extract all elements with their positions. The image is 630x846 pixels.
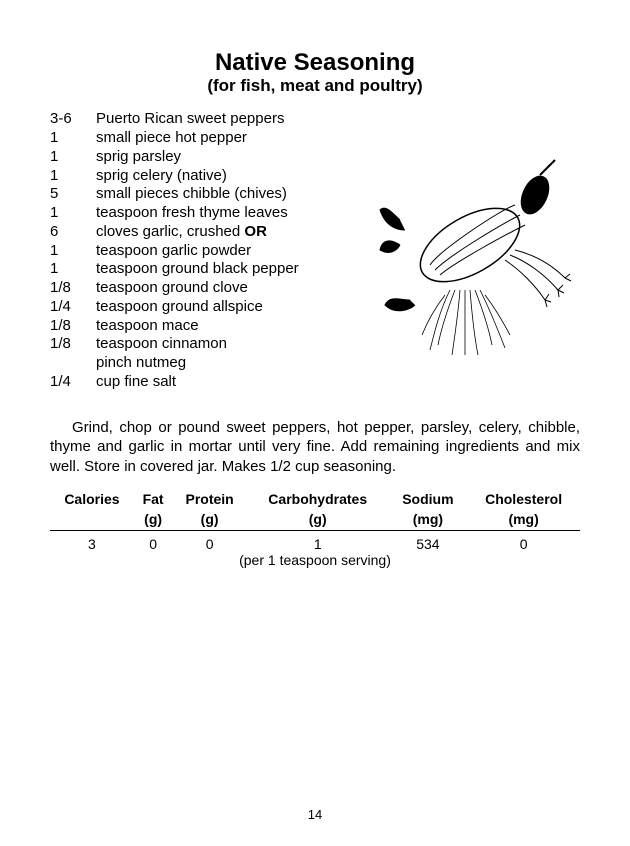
ingredient-qty: 3-6 bbox=[50, 110, 96, 129]
ingredient-qty: 1 bbox=[50, 148, 96, 167]
nutrition-unit: (g) bbox=[134, 510, 172, 531]
nutrition-unit: (mg) bbox=[389, 510, 468, 531]
ingredient-bold-suffix: OR bbox=[244, 223, 267, 240]
ingredient-qty: 1 bbox=[50, 204, 96, 223]
herbs-illustration-icon bbox=[340, 150, 590, 370]
nutrition-unit: (mg) bbox=[467, 510, 580, 531]
nutrition-value: 0 bbox=[134, 530, 172, 552]
ingredient-qty: 5 bbox=[50, 185, 96, 204]
ingredient-qty: 1/4 bbox=[50, 298, 96, 317]
nutrition-units-row: (g)(g)(g)(mg)(mg) bbox=[50, 510, 580, 531]
nutrition-value: 3 bbox=[50, 530, 134, 552]
nutrition-unit: (g) bbox=[172, 510, 247, 531]
ingredient-item: small piece hot pepper bbox=[96, 129, 580, 148]
nutrition-table: CaloriesFatProteinCarbohydratesSodiumCho… bbox=[50, 490, 580, 552]
ingredient-qty: 1/8 bbox=[50, 317, 96, 336]
nutrition-header: Protein bbox=[172, 490, 247, 509]
ingredient-qty bbox=[50, 354, 96, 373]
nutrition-value: 1 bbox=[247, 530, 389, 552]
nutrition-header: Sodium bbox=[389, 490, 468, 509]
ingredient-qty: 1/8 bbox=[50, 335, 96, 354]
nutrition-value: 534 bbox=[389, 530, 468, 552]
serving-note: (per 1 teaspoon serving) bbox=[50, 552, 580, 568]
ingredient-qty: 1 bbox=[50, 129, 96, 148]
nutrition-header: Fat bbox=[134, 490, 172, 509]
recipe-subtitle: (for fish, meat and poultry) bbox=[50, 76, 580, 96]
ingredient-qty: 6 bbox=[50, 223, 96, 242]
recipe-page: Native Seasoning (for fish, meat and pou… bbox=[0, 0, 630, 846]
nutrition-value: 0 bbox=[467, 530, 580, 552]
ingredient-qty: 1/4 bbox=[50, 373, 96, 392]
nutrition-header: Cholesterol bbox=[467, 490, 580, 509]
ingredient-qty: 1/8 bbox=[50, 279, 96, 298]
ingredient-qty: 1 bbox=[50, 167, 96, 186]
ingredient-qty: 1 bbox=[50, 260, 96, 279]
ingredient-qty: 1 bbox=[50, 242, 96, 261]
instructions-paragraph: Grind, chop or pound sweet peppers, hot … bbox=[50, 418, 580, 477]
page-number: 14 bbox=[0, 807, 630, 822]
nutrition-header: Carbohydrates bbox=[247, 490, 389, 509]
nutrition-values-row: 30015340 bbox=[50, 530, 580, 552]
ingredient-row: 1small piece hot pepper bbox=[50, 129, 580, 148]
recipe-title: Native Seasoning bbox=[50, 50, 580, 76]
instructions-text: Grind, chop or pound sweet peppers, hot … bbox=[50, 419, 580, 475]
ingredient-row: 3-6Puerto Rican sweet peppers bbox=[50, 110, 580, 129]
ingredient-item: cup fine salt bbox=[96, 373, 580, 392]
nutrition-unit: (g) bbox=[247, 510, 389, 531]
nutrition-header-row: CaloriesFatProteinCarbohydratesSodiumCho… bbox=[50, 490, 580, 509]
nutrition-unit bbox=[50, 510, 134, 531]
ingredient-row: 1/4cup fine salt bbox=[50, 373, 580, 392]
nutrition-header: Calories bbox=[50, 490, 134, 509]
ingredient-item: Puerto Rican sweet peppers bbox=[96, 110, 580, 129]
nutrition-value: 0 bbox=[172, 530, 247, 552]
